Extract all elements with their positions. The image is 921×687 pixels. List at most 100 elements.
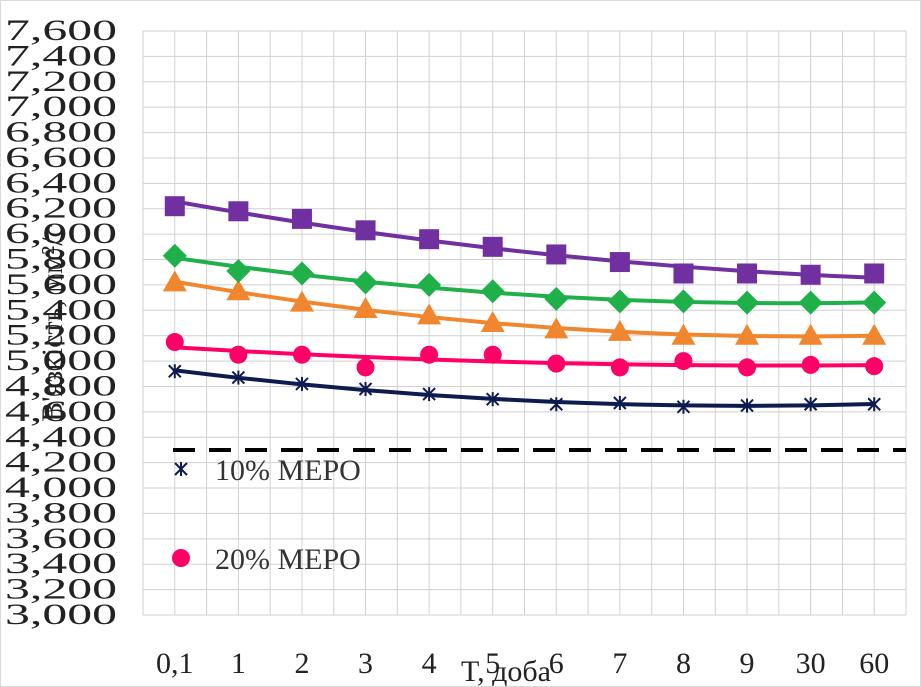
y-tick-label: 3,600 xyxy=(5,522,117,555)
y-tick-label: 6,000 xyxy=(5,217,117,250)
y-tick-label: 7,600 xyxy=(5,14,117,47)
y-tick-label: 6,800 xyxy=(5,116,117,149)
y-tick-label: 5,200 xyxy=(5,319,117,352)
series xyxy=(168,364,881,414)
data-point xyxy=(355,220,376,241)
data-point xyxy=(289,261,314,286)
data-point xyxy=(226,279,251,301)
data-point xyxy=(613,395,627,410)
data-point xyxy=(483,345,502,364)
x-tick-label: 9 xyxy=(740,647,755,680)
y-tick-label: 5,800 xyxy=(5,243,117,276)
series-layer xyxy=(162,196,887,414)
data-point xyxy=(607,289,632,314)
legend-item: 10% MEPO xyxy=(174,454,361,487)
legend-item: 20% MEPO xyxy=(172,543,361,576)
data-point xyxy=(735,290,760,315)
series xyxy=(162,270,887,345)
data-point xyxy=(674,352,693,371)
legend-label: 10% MEPO xyxy=(215,454,361,487)
y-tick-label: 4,800 xyxy=(5,369,117,402)
data-point xyxy=(798,323,823,345)
data-point xyxy=(544,286,569,311)
y-tick-label: 3,200 xyxy=(5,573,117,606)
x-tick-label: 8 xyxy=(676,647,691,680)
data-point xyxy=(480,311,505,332)
gridlines xyxy=(142,30,907,616)
y-tick-label: 7,000 xyxy=(5,90,117,123)
x-tick-label: 4 xyxy=(422,647,437,680)
data-point xyxy=(480,279,505,304)
series xyxy=(165,333,884,377)
x-tick-label: 7 xyxy=(612,647,627,680)
data-point xyxy=(162,243,187,268)
data-point xyxy=(735,323,760,345)
x-tick-label: 6 xyxy=(549,647,564,680)
x-tick-label: 30 xyxy=(796,647,826,680)
y-tick-label: 4,400 xyxy=(5,420,117,453)
data-point xyxy=(486,392,500,407)
data-point xyxy=(549,397,563,412)
data-point xyxy=(862,323,887,345)
y-tick-label: 5,400 xyxy=(5,293,117,326)
data-point xyxy=(417,303,442,325)
data-point xyxy=(740,398,754,413)
data-point xyxy=(610,358,629,377)
x-axis-ticks: 0,1 1 2 3 4 5 6 7 8 9 30 60 xyxy=(156,647,889,680)
data-point xyxy=(229,345,248,364)
data-point xyxy=(292,345,311,364)
y-tick-label: 4,200 xyxy=(5,446,117,479)
data-point xyxy=(864,263,885,284)
data-point xyxy=(168,364,182,379)
data-point xyxy=(356,358,375,377)
legend-label: 20% MEPO xyxy=(215,543,361,576)
data-point xyxy=(291,208,312,229)
y-tick-label: 3,400 xyxy=(5,547,117,580)
y-tick-label: 6,200 xyxy=(5,192,117,225)
y-axis-title: В'язкість, мм²/с xyxy=(36,224,69,422)
y-tick-label: 7,200 xyxy=(5,65,117,98)
x-tick-label: 3 xyxy=(358,647,373,680)
y-axis-ticks: 3,0003,2003,4003,6003,8004,0004,2004,400… xyxy=(5,14,117,631)
data-point xyxy=(862,290,887,315)
data-point xyxy=(228,201,249,222)
y-tick-label: 4,000 xyxy=(5,471,117,504)
y-tick-label: 3,000 xyxy=(5,598,117,631)
x-tick-label: 5 xyxy=(485,647,500,680)
data-point xyxy=(671,323,696,345)
data-point xyxy=(226,258,251,283)
y-tick-label: 5,600 xyxy=(5,268,117,301)
data-point xyxy=(172,549,190,567)
data-point xyxy=(544,317,569,339)
data-point xyxy=(353,270,378,295)
data-point xyxy=(289,290,314,312)
data-point xyxy=(865,357,884,376)
data-point xyxy=(738,358,757,377)
y-tick-label: 7,400 xyxy=(5,39,117,72)
data-point xyxy=(737,263,758,284)
x-tick-label: 2 xyxy=(294,647,309,680)
data-point xyxy=(800,264,821,285)
data-point xyxy=(358,382,373,397)
x-tick-label: 0,1 xyxy=(156,647,194,680)
x-tick-label: 60 xyxy=(859,647,889,680)
data-point xyxy=(609,252,630,273)
series xyxy=(164,196,885,285)
data-point xyxy=(295,376,309,391)
y-tick-label: 3,800 xyxy=(5,496,117,529)
y-tick-label: 6,400 xyxy=(5,166,117,199)
data-point xyxy=(420,345,439,364)
data-point xyxy=(419,229,440,250)
data-point xyxy=(547,354,566,373)
data-point xyxy=(422,387,436,402)
data-point xyxy=(546,244,567,265)
data-point xyxy=(801,355,820,374)
series-line xyxy=(172,368,877,408)
legend: 10% MEPO 20% MEPO xyxy=(172,454,361,576)
data-point xyxy=(162,270,187,292)
y-tick-label: 6,600 xyxy=(5,141,117,174)
data-point xyxy=(482,236,503,257)
data-point xyxy=(607,319,632,341)
